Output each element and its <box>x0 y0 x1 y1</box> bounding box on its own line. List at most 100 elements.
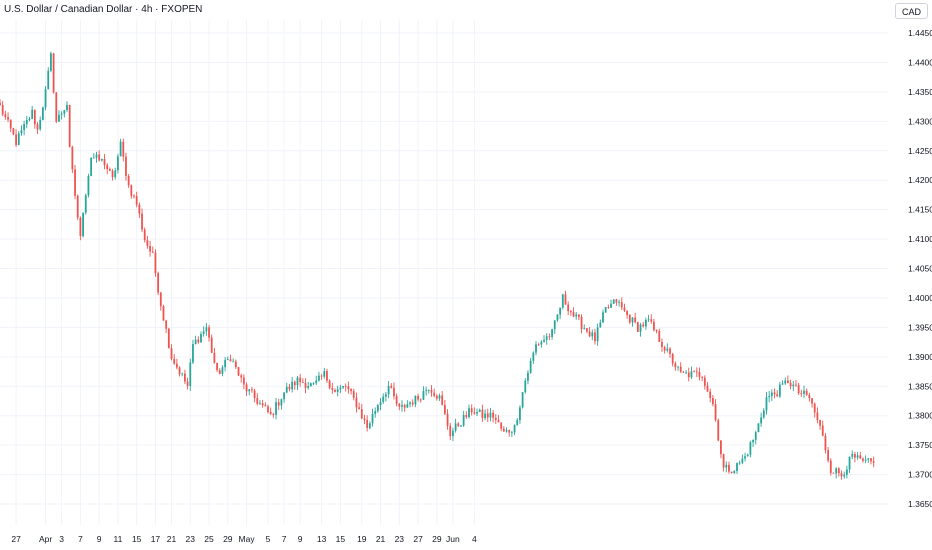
candle <box>462 410 465 427</box>
price-tick-label: 1.39500 <box>908 322 932 332</box>
candle <box>776 390 779 397</box>
candle <box>497 415 500 423</box>
candle <box>594 328 596 345</box>
time-tick-label: 27 <box>11 534 21 544</box>
candle <box>130 184 133 199</box>
candle <box>315 375 318 386</box>
candle <box>36 122 39 134</box>
candle <box>17 131 20 146</box>
time-tick-label: Apr <box>39 534 52 544</box>
candle <box>811 398 813 408</box>
candle <box>288 383 291 392</box>
candle <box>328 379 331 390</box>
time-axis[interactable]: 27 Apr 3 7 9 11 15 17 21 23 25 29 May 5 7 9 13 15 19 21 23 27… <box>11 534 477 544</box>
candle <box>787 375 789 384</box>
candle <box>722 453 725 472</box>
candle <box>98 150 101 162</box>
candle <box>626 310 629 319</box>
candle <box>218 368 221 375</box>
candle <box>494 414 497 424</box>
candle <box>642 321 645 328</box>
candle <box>95 151 98 163</box>
candle <box>647 314 650 323</box>
candle <box>711 394 714 407</box>
candle <box>644 317 647 330</box>
candle <box>473 407 476 415</box>
candle <box>476 408 478 417</box>
candle <box>813 402 816 418</box>
candle <box>725 461 728 473</box>
candle <box>789 379 792 390</box>
candle <box>259 400 261 405</box>
candle <box>832 472 835 474</box>
candle <box>623 303 626 313</box>
candle <box>500 422 503 432</box>
candle <box>186 377 189 390</box>
time-tick-label: 3 <box>59 534 64 544</box>
candle <box>650 314 653 324</box>
candle <box>840 470 843 480</box>
time-tick-label: 17 <box>151 534 161 544</box>
candle <box>728 461 730 474</box>
candle <box>824 432 827 454</box>
candle <box>521 392 524 409</box>
candle <box>465 411 468 419</box>
candle <box>245 382 248 396</box>
candle <box>31 105 34 120</box>
candle <box>586 327 588 334</box>
candle <box>374 407 377 418</box>
candle <box>768 390 771 403</box>
candle <box>460 424 462 427</box>
price-axis[interactable]: 1.44500 1.44000 1.43500 1.43000 1.42500 1.420… <box>908 28 932 509</box>
candle <box>385 391 387 402</box>
candle <box>44 86 47 111</box>
candle <box>685 370 687 375</box>
candle <box>821 420 824 437</box>
candle <box>119 138 122 157</box>
candle <box>701 375 704 382</box>
candle <box>449 422 452 441</box>
price-tick-label: 1.37500 <box>908 440 932 450</box>
candle <box>532 351 535 364</box>
candle <box>559 307 562 320</box>
candle <box>33 109 36 129</box>
candle <box>843 471 846 479</box>
candle <box>25 115 28 129</box>
candle <box>87 173 90 198</box>
candle <box>519 405 521 424</box>
candle <box>441 391 444 406</box>
candle <box>39 116 42 131</box>
time-tick-label: 13 <box>317 534 327 544</box>
candle <box>516 418 519 426</box>
candle <box>117 153 119 174</box>
time-tick-label: 29 <box>223 534 233 544</box>
candle <box>604 307 607 313</box>
candle <box>261 399 264 408</box>
price-tick-label: 1.39000 <box>908 352 932 362</box>
candle <box>401 400 403 412</box>
candle <box>299 373 302 387</box>
candle <box>580 314 583 334</box>
candle <box>567 301 570 316</box>
candle <box>202 326 205 337</box>
candle <box>208 324 210 342</box>
candle <box>28 116 31 122</box>
currency-badge[interactable]: CAD <box>895 3 928 19</box>
time-tick-label: 19 <box>357 534 367 544</box>
candle <box>669 347 671 358</box>
candle <box>575 311 578 320</box>
candle <box>548 333 551 340</box>
candle <box>856 452 859 460</box>
candle <box>301 378 304 384</box>
candles <box>0 51 875 480</box>
candle <box>55 91 58 124</box>
candle <box>631 317 634 327</box>
candle <box>835 467 838 479</box>
candle <box>312 382 315 386</box>
candle <box>376 404 379 413</box>
candle <box>671 352 674 367</box>
candle <box>216 362 218 373</box>
candle <box>513 424 516 436</box>
candle <box>537 342 540 346</box>
